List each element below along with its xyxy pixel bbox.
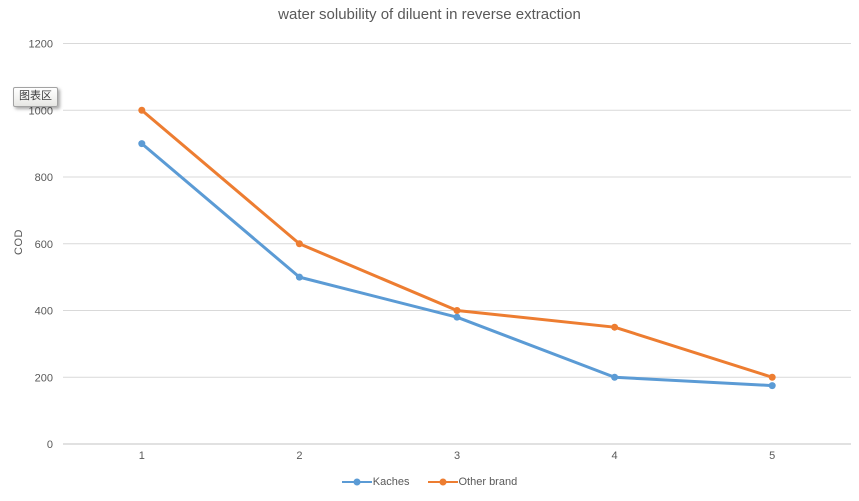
y-tick-label: 600 <box>35 239 53 251</box>
x-tick-label: 4 <box>612 450 618 462</box>
data-point-marker[interactable] <box>295 240 303 248</box>
data-point-marker[interactable] <box>611 373 619 381</box>
y-tick-label: 1200 <box>29 39 53 51</box>
legend-item-0[interactable]: Kaches <box>341 476 410 488</box>
data-point-marker[interactable] <box>295 273 303 281</box>
legend-label: Other brand <box>458 476 518 488</box>
x-tick-label: 2 <box>296 450 302 462</box>
legend: Kaches Other brand <box>0 476 859 488</box>
y-tick-label: 400 <box>35 306 53 318</box>
y-axis-title: COD <box>13 229 25 255</box>
legend-label: Kaches <box>372 476 410 488</box>
y-tick-label: 800 <box>35 172 53 184</box>
y-tick-label: 200 <box>35 372 53 384</box>
data-point-marker[interactable] <box>611 323 619 331</box>
x-tick-label: 3 <box>454 450 460 462</box>
data-point-marker[interactable] <box>453 307 461 314</box>
legend-marker-icon <box>341 478 372 486</box>
x-tick-label: 1 <box>139 450 145 462</box>
legend-item-1[interactable]: Other brand <box>427 476 518 488</box>
data-point-marker[interactable] <box>453 313 461 321</box>
y-tick-label: 0 <box>47 439 53 451</box>
series-line-0[interactable] <box>140 142 774 388</box>
y-tick-label: 1000 <box>29 105 53 117</box>
data-point-marker[interactable] <box>138 140 146 148</box>
data-point-marker[interactable] <box>138 106 146 114</box>
x-tick-label: 5 <box>769 450 775 462</box>
data-point-marker[interactable] <box>768 382 776 390</box>
data-point-marker[interactable] <box>768 373 776 381</box>
legend-marker-icon <box>427 478 458 486</box>
chart-area-tooltip: 图表区 <box>13 87 58 107</box>
chart-title: water solubility of diluent in reverse e… <box>278 6 581 23</box>
